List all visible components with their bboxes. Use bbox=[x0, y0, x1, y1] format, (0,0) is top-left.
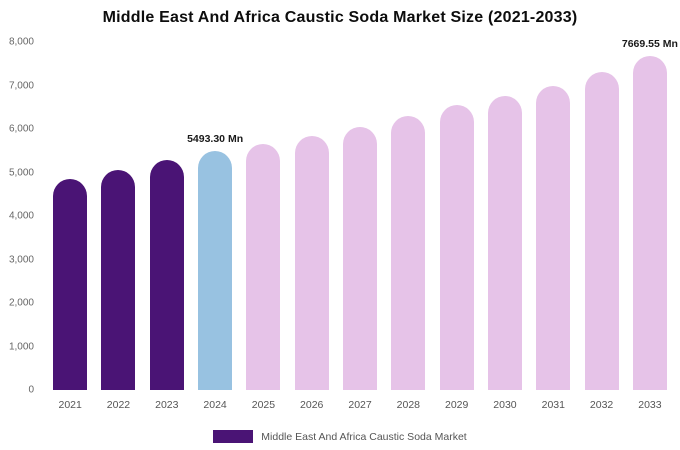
y-tick-label: 0 bbox=[28, 384, 34, 396]
bar-column: 2023 bbox=[143, 42, 191, 411]
legend-label: Middle East And Africa Caustic Soda Mark… bbox=[261, 430, 467, 443]
x-tick-label: 2028 bbox=[396, 399, 421, 411]
y-tick-label: 4,000 bbox=[8, 210, 34, 222]
bar-column: 2026 bbox=[288, 42, 336, 411]
bar-2030[interactable] bbox=[487, 95, 522, 390]
y-tick-label: 5,000 bbox=[8, 167, 34, 178]
legend[interactable]: Middle East And Africa Caustic Soda Mark… bbox=[0, 430, 680, 443]
bar-column: 2031 bbox=[529, 42, 577, 411]
y-axis: 0 1,000 2,000 3,000 4,000 5,000 6,000 7,000 8,00… bbox=[0, 37, 40, 396]
x-tick-label: 2023 bbox=[155, 399, 179, 411]
x-tick-label: 2030 bbox=[493, 399, 517, 411]
bar-column: 2021 bbox=[46, 42, 94, 411]
bar-2023[interactable] bbox=[149, 160, 184, 390]
bar-column: 2032 bbox=[577, 42, 625, 411]
bar-2022[interactable] bbox=[101, 169, 136, 390]
x-tick-label: 2033 bbox=[638, 399, 662, 411]
x-tick-label: 2021 bbox=[58, 399, 82, 411]
bar-column: 2030 bbox=[481, 42, 529, 411]
y-tick-label: 3,000 bbox=[8, 254, 34, 265]
x-tick-label: 2024 bbox=[203, 399, 227, 411]
bar-2026[interactable] bbox=[294, 135, 329, 390]
chart-title: Middle East And Africa Caustic Soda Mark… bbox=[102, 9, 578, 26]
plot-area: 0 1,000 2,000 3,000 4,000 5,000 6,000 7,000 8,00… bbox=[9, 37, 678, 412]
bar-value-label: 5493.30 Mn bbox=[187, 133, 244, 146]
y-tick-label: 8,000 bbox=[8, 36, 34, 48]
bar-2033[interactable] bbox=[632, 56, 667, 390]
x-tick-label: 2032 bbox=[589, 399, 614, 411]
y-tick-label: 7,000 bbox=[8, 80, 34, 91]
bar-column: 2029 bbox=[433, 42, 481, 411]
x-tick-label: 2031 bbox=[541, 399, 565, 411]
bar-value-label: 7669.55 Mn bbox=[621, 38, 678, 51]
bar-column: 2025 bbox=[239, 42, 287, 411]
legend-swatch bbox=[213, 430, 254, 443]
bar-2028[interactable] bbox=[391, 115, 426, 390]
bar-column: 5493.30 Mn 2024 bbox=[187, 42, 243, 411]
y-tick-label: 6,000 bbox=[8, 123, 34, 135]
x-tick-label: 2022 bbox=[106, 399, 131, 411]
y-tick-label: 1,000 bbox=[8, 341, 34, 352]
x-tick-label: 2029 bbox=[444, 399, 469, 411]
bar-2025[interactable] bbox=[246, 144, 281, 390]
bar-column: 2028 bbox=[384, 42, 432, 411]
x-tick-label: 2026 bbox=[300, 399, 324, 411]
bar-2024[interactable] bbox=[198, 151, 233, 390]
bar-2032[interactable] bbox=[584, 71, 619, 390]
bar-2029[interactable] bbox=[439, 105, 474, 390]
bars: 2021 2022 2023 5493.30 Mn 2024 2025 2026 2027 20… bbox=[46, 38, 678, 411]
y-tick-label: 2,000 bbox=[8, 297, 34, 309]
bar-2031[interactable] bbox=[536, 85, 571, 390]
bar-2021[interactable] bbox=[53, 179, 88, 390]
bar-column: 7669.55 Mn 2033 bbox=[622, 38, 678, 411]
x-tick-label: 2027 bbox=[348, 399, 372, 411]
bar-2027[interactable] bbox=[343, 126, 378, 390]
bar-column: 2022 bbox=[94, 42, 142, 411]
x-tick-label: 2025 bbox=[251, 399, 276, 411]
bar-column: 2027 bbox=[336, 42, 384, 411]
